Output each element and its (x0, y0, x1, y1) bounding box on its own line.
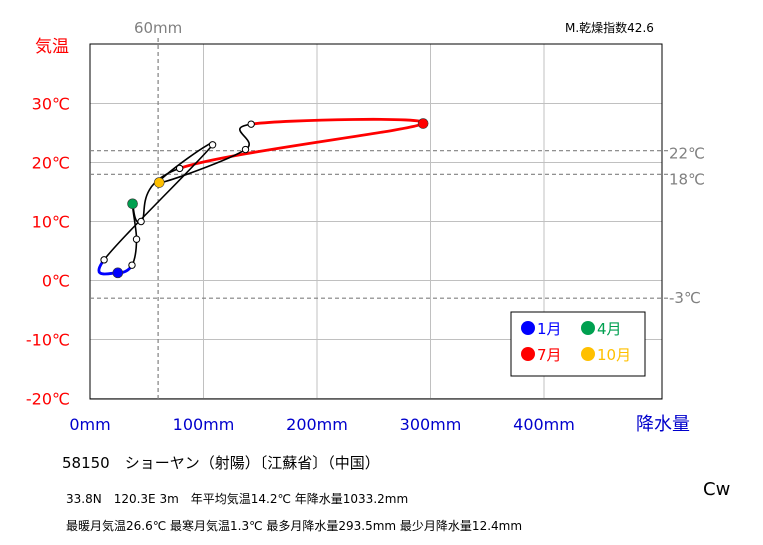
climate-path-segment (103, 144, 214, 261)
aridity-index: M.乾燥指数42.6 (565, 21, 654, 35)
axis-labels: 気温 30℃ 20℃ 10℃ 0℃ -10℃ -20℃ 0mm 100mm 200mm 300mm 4… (26, 37, 690, 435)
legend-label: 10月 (597, 346, 631, 364)
month-point-highlight (417, 118, 429, 129)
legend-label: 1月 (537, 320, 562, 338)
y-tick-label: -10℃ (26, 331, 70, 350)
legend-marker (581, 321, 595, 335)
y-tick-label: -20℃ (26, 390, 70, 409)
month-point-highlight (153, 177, 165, 188)
x-tick-label: 0mm (69, 415, 110, 434)
climate-classification: Cw (703, 479, 731, 500)
x-tick-label: 200mm (286, 415, 348, 434)
month-point (128, 261, 136, 269)
ref-line-precip-label: 60mm (134, 19, 182, 37)
climate-path-segment (250, 117, 425, 126)
y-tick-label: 30℃ (32, 95, 70, 114)
legend-marker (521, 347, 535, 361)
month-point (175, 164, 184, 173)
climate-path-segment (179, 122, 424, 170)
month-point (132, 235, 141, 243)
x-axis-title: 降水量 (636, 414, 690, 435)
climate-path-segment (131, 239, 138, 266)
y-tick-label: 10℃ (32, 213, 70, 232)
legend-marker (581, 347, 595, 361)
climate-path (97, 117, 425, 276)
ref-line-temp-label: -3℃ (669, 289, 701, 307)
month-point-highlight (127, 198, 138, 210)
x-tick-label: 100mm (173, 415, 235, 434)
y-tick-label: 0℃ (42, 272, 70, 291)
month-point (137, 217, 145, 226)
y-tick-label: 20℃ (32, 154, 70, 173)
legend-label: 7月 (537, 346, 562, 364)
month-point (100, 256, 108, 264)
legend-label: 4月 (597, 320, 622, 338)
ref-line-temp-label: 18℃ (669, 170, 705, 188)
month-point (208, 141, 217, 149)
month-point-highlight (112, 267, 124, 279)
legend: 1月 4月 7月 10月 (510, 311, 646, 377)
x-tick-label: 400mm (513, 415, 575, 434)
station-name: 58150 ショーヤン（射陽）〔江蘇省〕（中国） (62, 454, 380, 472)
legend-box (510, 311, 646, 377)
station-stats-line-2: 最暖月気温26.6℃ 最寒月気温1.3℃ 最多月降水量293.5mm 最少月降水… (66, 519, 523, 533)
station-stats-line-1: 33.8N 120.3E 3m 年平均気温14.2℃ 年降水量1033.2mm (66, 492, 409, 506)
legend-marker (521, 321, 535, 335)
reference-lines: 22℃ 18℃ -3℃ 60mm (90, 19, 705, 399)
month-point (247, 120, 255, 128)
x-tick-label: 300mm (400, 415, 462, 434)
month-point (241, 145, 250, 154)
climate-path-segment (159, 148, 246, 184)
month-points (100, 118, 429, 279)
ref-line-temp-label: 22℃ (669, 145, 705, 163)
plot-frame (89, 43, 663, 400)
y-axis-title: 気温 (35, 37, 69, 57)
climate-path-segment (238, 123, 252, 151)
